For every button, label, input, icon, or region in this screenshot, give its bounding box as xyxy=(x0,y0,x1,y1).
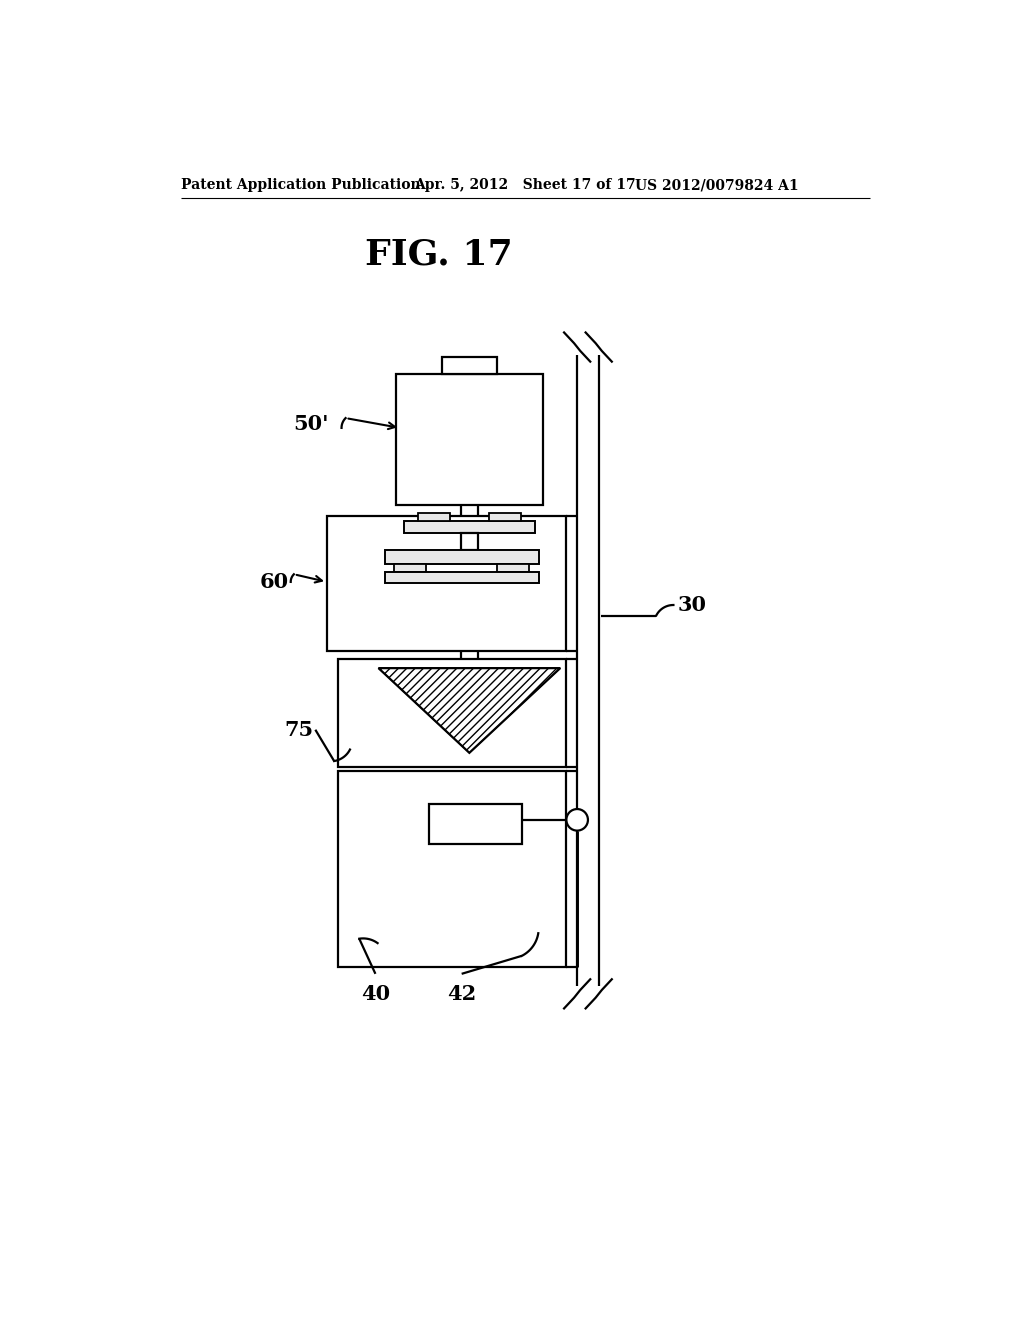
Text: 40: 40 xyxy=(360,983,390,1003)
Text: Apr. 5, 2012   Sheet 17 of 17: Apr. 5, 2012 Sheet 17 of 17 xyxy=(414,178,636,193)
Bar xyxy=(385,572,539,582)
Text: FIG. 17: FIG. 17 xyxy=(365,238,512,272)
Bar xyxy=(488,513,521,521)
Bar xyxy=(497,564,529,572)
Bar xyxy=(339,771,565,966)
Text: US 2012/0079824 A1: US 2012/0079824 A1 xyxy=(635,178,799,193)
Bar xyxy=(461,533,478,550)
Bar xyxy=(394,564,426,572)
Text: 60: 60 xyxy=(260,572,289,591)
Bar xyxy=(418,513,451,521)
Text: 30: 30 xyxy=(677,595,707,615)
Bar xyxy=(429,804,521,843)
Bar xyxy=(327,516,565,651)
Polygon shape xyxy=(379,668,560,752)
Bar xyxy=(339,659,565,767)
Text: Patent Application Publication: Patent Application Publication xyxy=(180,178,420,193)
Bar xyxy=(441,356,497,374)
Text: 42: 42 xyxy=(447,983,476,1003)
Bar xyxy=(385,550,539,564)
Bar xyxy=(396,374,543,506)
Text: 50': 50' xyxy=(294,414,330,434)
Circle shape xyxy=(566,809,588,830)
Text: 75: 75 xyxy=(285,719,313,739)
Bar xyxy=(403,521,535,533)
